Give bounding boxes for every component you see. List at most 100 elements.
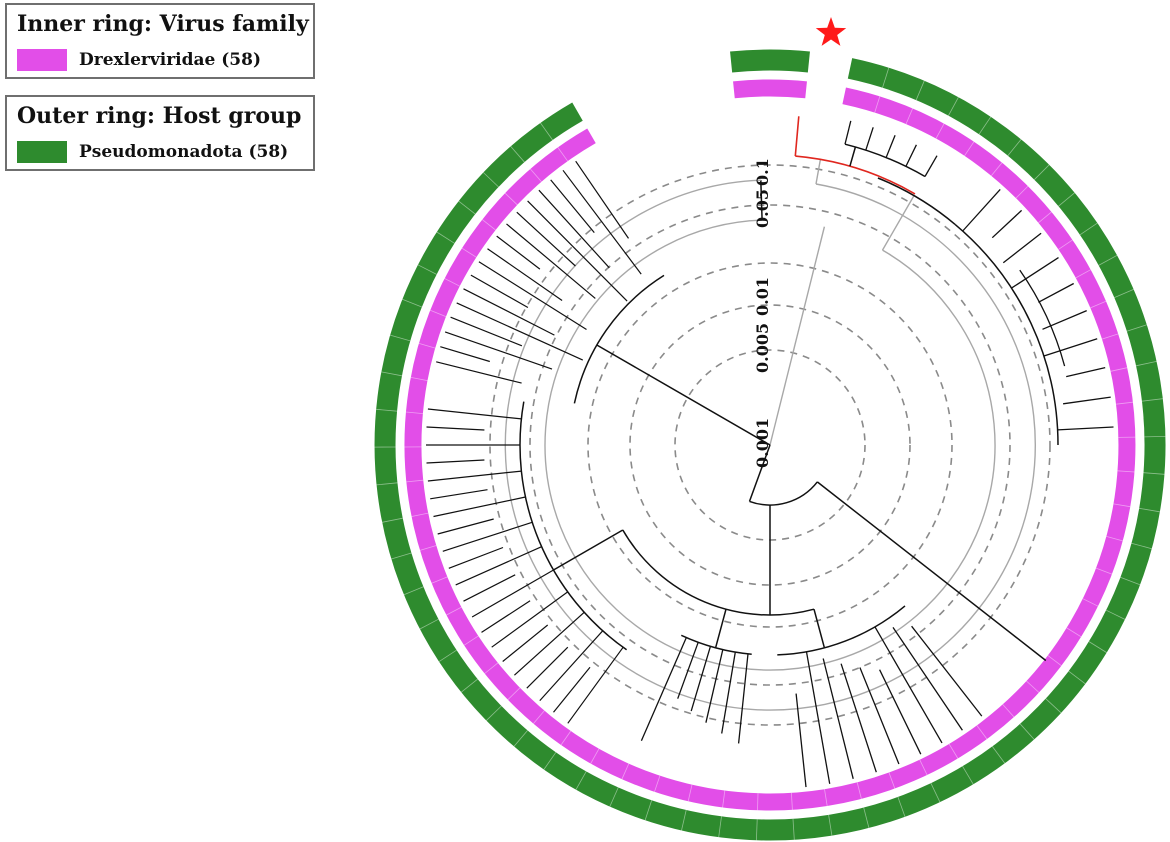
leaf-branch [436,361,522,384]
leaf-branch [874,626,943,744]
inner-ring-tick [484,662,499,674]
star-icon [815,17,847,46]
outer-ring-tick [930,783,941,803]
inner-ring-tick [919,759,928,776]
leaf-branch [430,489,488,500]
outer-ring-tick [543,752,557,770]
inner-ring-tick [1117,470,1135,473]
branch [714,609,727,648]
outer-ring-tick [510,146,525,163]
branch-arc [1019,269,1066,367]
clade-top-arc [544,219,996,671]
branch-arc [954,223,1059,446]
inner-ring-tick [419,545,437,551]
outer-ring-tick [1143,472,1165,475]
leaf-branch [795,693,807,788]
inner-ring-tick [504,192,518,206]
inner-ring-tick [418,343,436,349]
scale-label-0-05: 0.05 [753,189,772,228]
leaf-branch [840,663,877,773]
leaf-branch [640,637,687,742]
branch [815,159,822,185]
leaf-branch [502,624,549,662]
branch-arc [504,179,1036,711]
outer-ring-tick [897,796,906,817]
scale-label-0-001: 0.001 [753,418,772,468]
leaf-branch [1038,282,1075,303]
legend-outer-ring: Outer ring: Host group Pseudomonadota (5… [5,95,315,171]
inner-ring-tick [446,606,462,616]
inner-ring-tick [687,784,693,802]
inner-ring-tick [722,790,726,808]
annotation-rings [374,49,1166,841]
outer-ring-tick [756,819,758,841]
branch [813,609,826,648]
legend-outer-item: Pseudomonadota (58) [17,141,288,163]
inner-ring-tick [1116,401,1134,405]
leaf-branch [491,591,569,648]
leaf-branch [567,646,624,724]
branch [760,180,763,206]
leaf-branch [442,521,533,552]
legend-inner-ring: Inner ring: Virus family Drexlerviridae … [5,3,315,79]
inner-ring-tick [791,792,793,810]
outer-ring-tick [792,818,795,840]
outer-ring-tick [1068,670,1086,685]
leaf-branch [550,179,595,233]
leaf-branch [538,189,610,269]
inner-ring-top-segment [733,79,807,99]
outer-ring-tick [644,800,653,821]
inner-ring-tick [654,775,661,792]
leaf-branch [911,625,983,717]
outer-ring-tick [1034,164,1050,180]
leaf-branch [463,288,555,336]
legend-inner-title: Inner ring: Virus family [17,11,309,37]
outer-ring-tick [382,517,403,523]
outer-ring-tick [419,618,439,630]
inner-ring-tick [1015,185,1029,199]
outer-ring-tick [915,80,925,101]
inner-ring-tick [444,278,460,287]
branch-arc [680,634,752,655]
leaf-branch [433,496,526,518]
inner-ring-tick [990,162,1003,177]
inner-ring-tick [888,772,896,789]
outer-ring-tick [461,678,478,693]
inner-ring-tick [1075,269,1091,279]
inner-ring-tick [948,743,959,759]
outer-ring-tick [1098,254,1118,266]
inner-ring-tick [411,512,429,517]
outer-ring-tick [1139,507,1160,513]
leaf-branch [450,316,523,347]
outer-ring-tick [1105,609,1126,620]
outer-ring-tick [1120,576,1141,586]
outer-ring-tick [882,67,890,88]
leaf-branch [470,274,529,309]
outer-ring-tick [1144,436,1166,438]
inner-ring-tick [1082,598,1099,607]
inner-ring-tick [1026,680,1040,693]
leaf-branch [991,209,1023,239]
inner-ring-tick [557,147,569,162]
leaf-branch [905,144,917,167]
inner-ring-tick [533,710,545,724]
branch [596,344,771,446]
leaf-branch [822,658,854,779]
outer-ring-tick [1141,398,1163,402]
branch [881,195,915,251]
leaf-branch [690,646,712,712]
root-branch-grey [769,226,826,446]
scale-label-0-005: 0.005 [753,323,772,373]
leaf-branch [805,651,831,784]
outer-ring-tick [1135,361,1157,367]
leaf-branch [892,627,963,731]
highlighted-branch [794,116,800,157]
outer-ring-tick [376,482,398,486]
highlighted-arc [795,155,916,195]
scale-label-0-01: 0.01 [753,277,772,316]
leaf-branch [575,160,629,239]
scale-label-0-1: 0.1 [753,158,772,186]
outer-ring-tick [1114,289,1134,298]
lower-arc [622,529,815,616]
